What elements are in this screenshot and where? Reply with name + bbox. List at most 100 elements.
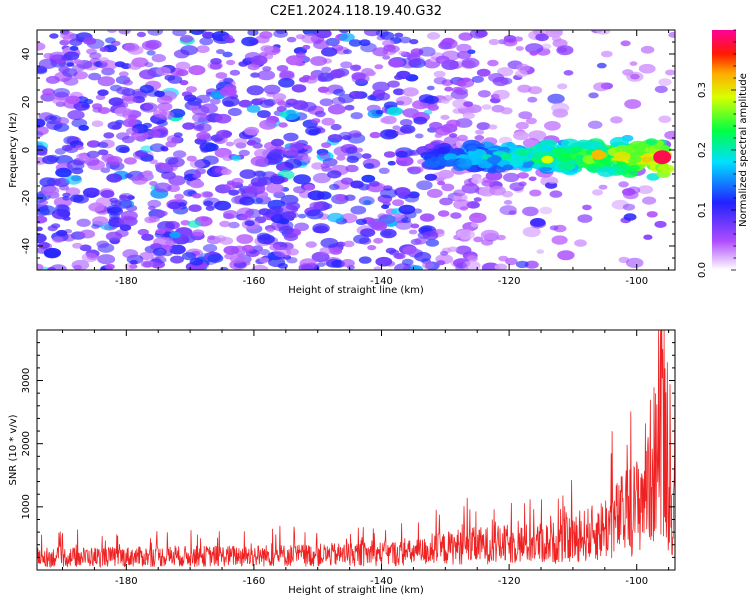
noise-blob (518, 111, 533, 120)
noise-blob (393, 88, 405, 96)
noise-blob (314, 110, 326, 118)
noise-blob (378, 214, 396, 225)
noise-blob (100, 167, 111, 173)
noise-blob (282, 146, 299, 156)
noise-blob (308, 75, 317, 81)
noise-blob (544, 121, 561, 131)
noise-blob (654, 85, 668, 94)
noise-blob (312, 223, 330, 234)
noise-blob (37, 42, 46, 51)
signal-blob (470, 152, 485, 162)
noise-blob (93, 61, 103, 67)
noise-blob (37, 215, 48, 224)
noise-blob (225, 37, 235, 44)
noise-blob (557, 250, 575, 261)
noise-blob (224, 182, 237, 190)
noise-blob (116, 86, 131, 95)
noise-blob (39, 177, 57, 188)
noise-blob (216, 49, 225, 55)
noise-blob (72, 242, 83, 249)
noise-blob (499, 205, 517, 216)
noise-blob (406, 167, 415, 172)
noise-blob (376, 92, 391, 101)
noise-blob (37, 233, 47, 243)
noise-blob (196, 123, 212, 133)
noise-blob (372, 81, 390, 92)
noise-blob (37, 131, 44, 138)
noise-blob (393, 253, 404, 259)
noise-blob (149, 181, 158, 186)
noise-blob (327, 170, 342, 179)
noise-blob (103, 132, 115, 139)
noise-blob (469, 30, 487, 39)
noise-blob (239, 213, 252, 221)
noise-blob (144, 216, 157, 224)
noise-blob (627, 186, 641, 194)
noise-blob (147, 30, 163, 36)
noise-blob (515, 46, 524, 51)
noise-blob (424, 95, 439, 105)
y-tick-label: 20 (21, 96, 32, 109)
noise-blob (61, 54, 72, 61)
noise-blob (296, 52, 306, 58)
noise-blob (408, 52, 419, 59)
noise-blob (327, 212, 344, 223)
noise-blob (122, 249, 139, 259)
noise-blob (461, 183, 480, 194)
noise-blob (187, 220, 201, 228)
noise-blob (189, 179, 204, 189)
figure-title: C2E1.2024.118.19.40.G32 (270, 4, 442, 19)
noise-blob (503, 35, 517, 43)
noise-blob (386, 45, 400, 53)
noise-blob (513, 131, 529, 141)
noise-blob (643, 234, 653, 240)
noise-blob (379, 129, 398, 140)
noise-blob (620, 40, 631, 47)
noise-blob (154, 90, 165, 98)
noise-blob (387, 80, 400, 88)
noise-blob (386, 106, 403, 116)
noise-blob (598, 184, 608, 190)
noise-blob (596, 62, 607, 69)
noise-blob (338, 93, 355, 104)
noise-blob (250, 72, 260, 78)
noise-blob (107, 30, 117, 33)
noise-blob (494, 263, 507, 270)
noise-blob (630, 73, 640, 80)
noise-blob (592, 189, 603, 196)
noise-blob (76, 218, 91, 227)
noise-blob (89, 52, 102, 60)
noise-blob (443, 95, 454, 101)
noise-blob (61, 234, 76, 242)
noise-blob (457, 134, 468, 141)
noise-blob (136, 31, 146, 38)
signal-blob (455, 158, 473, 168)
noise-blob (53, 88, 70, 98)
noise-blob (473, 236, 484, 243)
noise-blob (344, 194, 356, 201)
noise-blob (154, 256, 167, 264)
signal-blob (615, 144, 631, 154)
noise-blob (452, 108, 463, 114)
noise-blob (139, 251, 154, 261)
noise-blob (343, 49, 352, 55)
noise-blob (471, 177, 483, 184)
noise-blob (250, 177, 268, 187)
noise-blob (342, 135, 352, 141)
noise-blob (658, 115, 672, 123)
noise-blob (549, 225, 559, 231)
spectrogram-blobs (37, 30, 675, 270)
noise-blob (312, 172, 331, 184)
y-tick-label: 0 (21, 147, 32, 153)
noise-blob (367, 245, 377, 251)
signal-blob (502, 164, 514, 171)
noise-blob (513, 36, 524, 42)
noise-blob (557, 83, 568, 90)
noise-blob (189, 159, 206, 169)
noise-blob (154, 182, 172, 193)
noise-blob (313, 39, 330, 50)
noise-blob (172, 30, 187, 37)
noise-blob (38, 58, 58, 69)
noise-blob (646, 211, 658, 218)
colorbar-tick-label: 0.1 (697, 202, 708, 218)
